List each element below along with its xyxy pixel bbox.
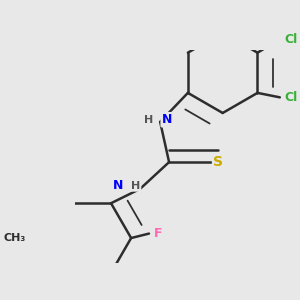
- Text: H: H: [144, 115, 154, 125]
- Text: N: N: [112, 179, 123, 192]
- Text: CH₃: CH₃: [4, 233, 26, 243]
- Text: F: F: [154, 227, 162, 240]
- Text: H: H: [131, 181, 140, 190]
- Text: N: N: [162, 113, 172, 126]
- Text: S: S: [213, 155, 223, 169]
- Text: Cl: Cl: [284, 33, 298, 46]
- Text: Cl: Cl: [284, 91, 298, 104]
